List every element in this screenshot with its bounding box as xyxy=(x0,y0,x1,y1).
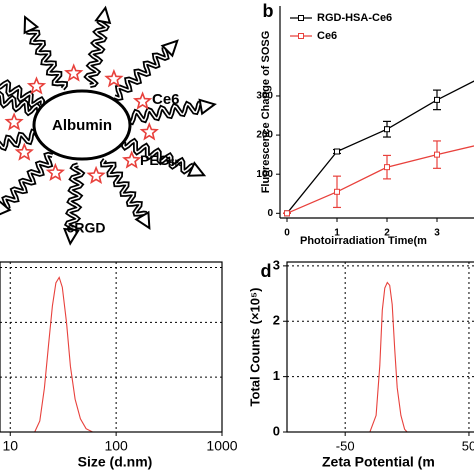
data-marker xyxy=(384,164,390,171)
polymer-name: PEG xyxy=(140,152,170,168)
data-marker xyxy=(284,210,290,217)
drug-star xyxy=(139,122,159,141)
y-tick-label: 200 xyxy=(256,130,273,141)
peg-chain-inner xyxy=(101,159,147,215)
y-axis-label: Fluorescence Change of SOSG xyxy=(260,31,272,194)
drug-star xyxy=(26,76,47,95)
drug-star xyxy=(14,142,34,161)
legend-marker xyxy=(298,15,304,21)
ligand-label: cRGD xyxy=(67,220,106,236)
legend: RGD-HSA-Ce6 Ce6 xyxy=(290,12,392,42)
x-tick-label: 50 xyxy=(462,438,474,453)
x-axis-label: Zeta Potential (m xyxy=(322,454,435,470)
drug-star xyxy=(4,112,24,131)
x-tick-label: 10 xyxy=(2,438,18,454)
peg-chains xyxy=(0,5,217,246)
x-tick-label: 1000 xyxy=(206,438,237,454)
drug-label: Ce6 xyxy=(152,91,180,108)
core-label: Albumin xyxy=(52,117,112,134)
panel-label: b xyxy=(263,1,274,21)
y-tick-label: 3 xyxy=(273,257,280,272)
y-tick-label: 300 xyxy=(256,91,273,102)
data-line xyxy=(34,276,93,432)
peg-chain-inner xyxy=(122,139,194,173)
peg-chain-inner xyxy=(0,93,40,115)
peg-chain-inner xyxy=(0,130,39,150)
peg-chain-inner xyxy=(114,47,168,100)
data-marker xyxy=(434,96,440,103)
y-tick-label: 1 xyxy=(273,368,280,383)
x-tick-label: 100 xyxy=(104,438,128,454)
peg-chain-inner xyxy=(126,101,201,124)
frame xyxy=(0,261,223,433)
y-tick-label: 2 xyxy=(273,313,280,328)
x-tick-label: -50 xyxy=(336,438,355,453)
ligand-arrow xyxy=(23,15,40,35)
ligand-arrow xyxy=(62,227,81,246)
drug-star xyxy=(64,63,84,82)
frame xyxy=(286,261,474,433)
drug-star xyxy=(45,162,66,182)
albumin-diagram: Albumin Ce6 PEG5K cRGD xyxy=(0,5,217,246)
drug-star xyxy=(122,150,142,169)
ligand-arrow xyxy=(160,39,179,58)
data-marker xyxy=(434,151,440,158)
data-marker xyxy=(334,148,340,155)
albumin-core xyxy=(32,89,132,161)
y-axis-label: Total Counts (×10⁵) xyxy=(247,288,262,407)
legend-marker xyxy=(298,33,304,39)
y-tick-label: 0 xyxy=(273,423,280,438)
ligand-arrow xyxy=(186,161,207,177)
x-tick-label: 0 xyxy=(284,228,290,239)
polymer-subscript: 5K xyxy=(170,158,182,168)
peg-chain-inner xyxy=(3,153,53,209)
ligand-arrow xyxy=(0,200,12,216)
plot-area xyxy=(0,262,222,432)
data-line xyxy=(369,281,408,432)
panel-label: d xyxy=(261,261,272,281)
y-tick-label: 0 xyxy=(267,208,273,219)
drug-star xyxy=(86,165,106,185)
peg-chain-inner xyxy=(66,164,84,231)
peg-chain-inner xyxy=(26,31,67,90)
x-tick-label: 2 xyxy=(384,228,390,239)
x-axis-label: Size (d.nm) xyxy=(78,454,153,470)
legend-label: Ce6 xyxy=(317,30,337,42)
drug-star xyxy=(132,91,153,110)
ligand-arrow xyxy=(134,210,151,230)
legend-label: RGD-HSA-Ce6 xyxy=(317,12,392,24)
x-tick-label: 3 xyxy=(434,228,440,239)
y-tick-label: 100 xyxy=(256,169,273,180)
data-line xyxy=(286,80,474,214)
peg-chain-inner xyxy=(85,20,108,87)
peg-chain-inner xyxy=(0,81,44,107)
polymer-label: PEG5K xyxy=(140,152,182,169)
drug-star xyxy=(104,68,124,88)
x-tick-label: 1 xyxy=(334,228,340,239)
ligand-arrow xyxy=(94,5,112,25)
data-marker xyxy=(384,126,390,133)
x-axis-label: Photoirradiation Time(m xyxy=(300,235,427,247)
plot-area xyxy=(283,80,474,217)
ligand-arrow xyxy=(198,98,217,116)
plot-area xyxy=(287,262,474,432)
data-marker xyxy=(334,188,340,195)
